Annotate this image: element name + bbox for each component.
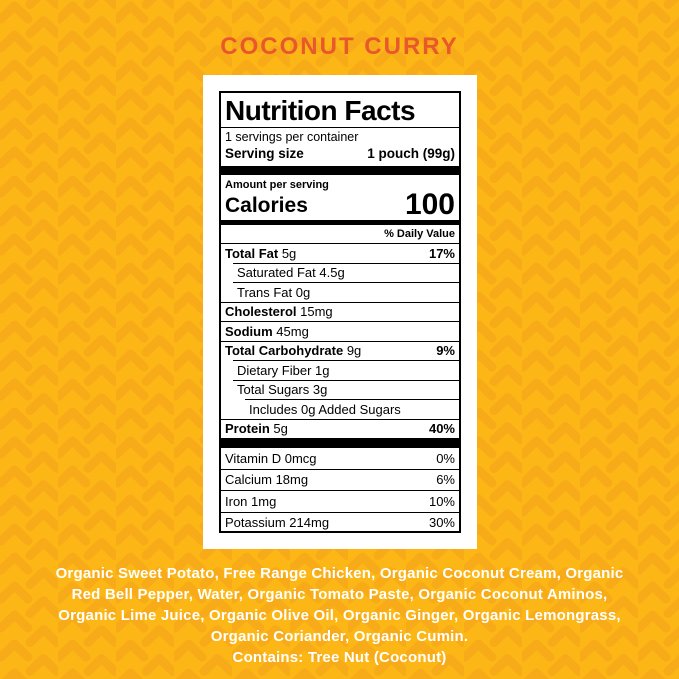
nutrition-label-card: Nutrition Facts 1 servings per container…: [203, 75, 477, 549]
nutrient-daily-value: 17%: [428, 245, 455, 261]
nutrient-row: Protein 5g 40%: [221, 418, 459, 439]
nutrient-row: Cholesterol 15mg: [221, 301, 459, 322]
nutrient-name: Total Sugars 3g: [237, 382, 328, 397]
servings-per-container: 1 servings per container: [225, 130, 359, 144]
nutrient-name: Includes 0g Added Sugars: [249, 401, 401, 417]
nutrient-name: Total Carbohydrate 9g: [225, 343, 362, 358]
thick-divider-bar: [221, 166, 459, 175]
nutrient-name: Cholesterol 15mg: [225, 304, 333, 319]
nutrition-facts-panel: Nutrition Facts 1 servings per container…: [219, 91, 461, 533]
nutrient-row: Potassium 214mg 30%: [221, 511, 459, 532]
nutrient-name: Vitamin D 0mcg: [225, 450, 317, 466]
nutrient-row: Includes 0g Added Sugars: [245, 399, 459, 419]
nutrient-name: Total Fat 5g: [225, 245, 297, 261]
nutrient-row: Dietary Fiber 1g: [233, 360, 459, 380]
nutrient-rows: Total Fat 5g 17% Saturated Fat 4.5g Tran…: [221, 243, 459, 438]
nutrient-name: Protein 5g: [225, 421, 288, 436]
nutrient-daily-value: 30%: [428, 515, 455, 530]
nutrition-facts-heading: Nutrition Facts: [221, 93, 459, 128]
serving-size-value: 1 pouch (99g): [367, 146, 455, 161]
thick-divider-bar: [221, 438, 459, 448]
calories-row: Calories 100: [221, 188, 459, 221]
nutrient-row: Sodium 45mg: [221, 321, 459, 341]
nutrient-daily-value: 0%: [436, 450, 455, 466]
nutrient-row: Calcium 18mg 6%: [221, 468, 459, 491]
nutrient-name: Saturated Fat 4.5g: [237, 265, 345, 280]
nutrient-row: Total Sugars 3g: [233, 379, 459, 400]
amount-per-serving-label: Amount per serving: [225, 179, 329, 191]
nutrient-row: Trans Fat 0g: [233, 282, 459, 302]
serving-size-row: Serving size 1 pouch (99g): [221, 145, 459, 166]
daily-value-header: % Daily Value: [384, 228, 455, 240]
nutrient-daily-value: 6%: [436, 472, 455, 487]
nutrient-daily-value: 40%: [428, 421, 455, 436]
nutrient-name: Sodium 45mg: [225, 323, 309, 339]
nutrient-row: Total Fat 5g 17%: [221, 243, 459, 263]
nutrient-row: Saturated Fat 4.5g: [233, 262, 459, 283]
nutrient-daily-value: 9%: [436, 343, 455, 358]
nutrient-daily-value: 10%: [428, 493, 455, 509]
ingredients-text: Organic Sweet Potato, Free Range Chicken…: [55, 565, 624, 645]
micronutrient-rows: Vitamin D 0mcg 0% Calcium 18mg 6% Iron 1…: [221, 448, 459, 532]
nutrient-row: Total Carbohydrate 9g 9%: [221, 340, 459, 361]
product-title: COCONUT CURRY: [220, 33, 459, 60]
nutrient-name: Iron 1mg: [225, 493, 277, 509]
calories-value: 100: [404, 188, 455, 221]
nutrient-name: Potassium 214mg: [225, 515, 330, 530]
nutrient-name: Dietary Fiber 1g: [237, 362, 330, 378]
nutrient-name: Calcium 18mg: [225, 472, 309, 487]
serving-size-label: Serving size: [225, 146, 304, 161]
medium-divider-bar: [221, 220, 459, 225]
nutrient-name: Trans Fat 0g: [237, 284, 311, 300]
nutrient-row: Vitamin D 0mcg 0%: [221, 448, 459, 469]
nutrient-row: Iron 1mg 10%: [221, 490, 459, 512]
allergen-statement: Contains: Tree Nut (Coconut): [232, 649, 447, 666]
ingredients-section: Organic Sweet Potato, Free Range Chicken…: [50, 563, 630, 668]
calories-label: Calories: [225, 194, 308, 217]
